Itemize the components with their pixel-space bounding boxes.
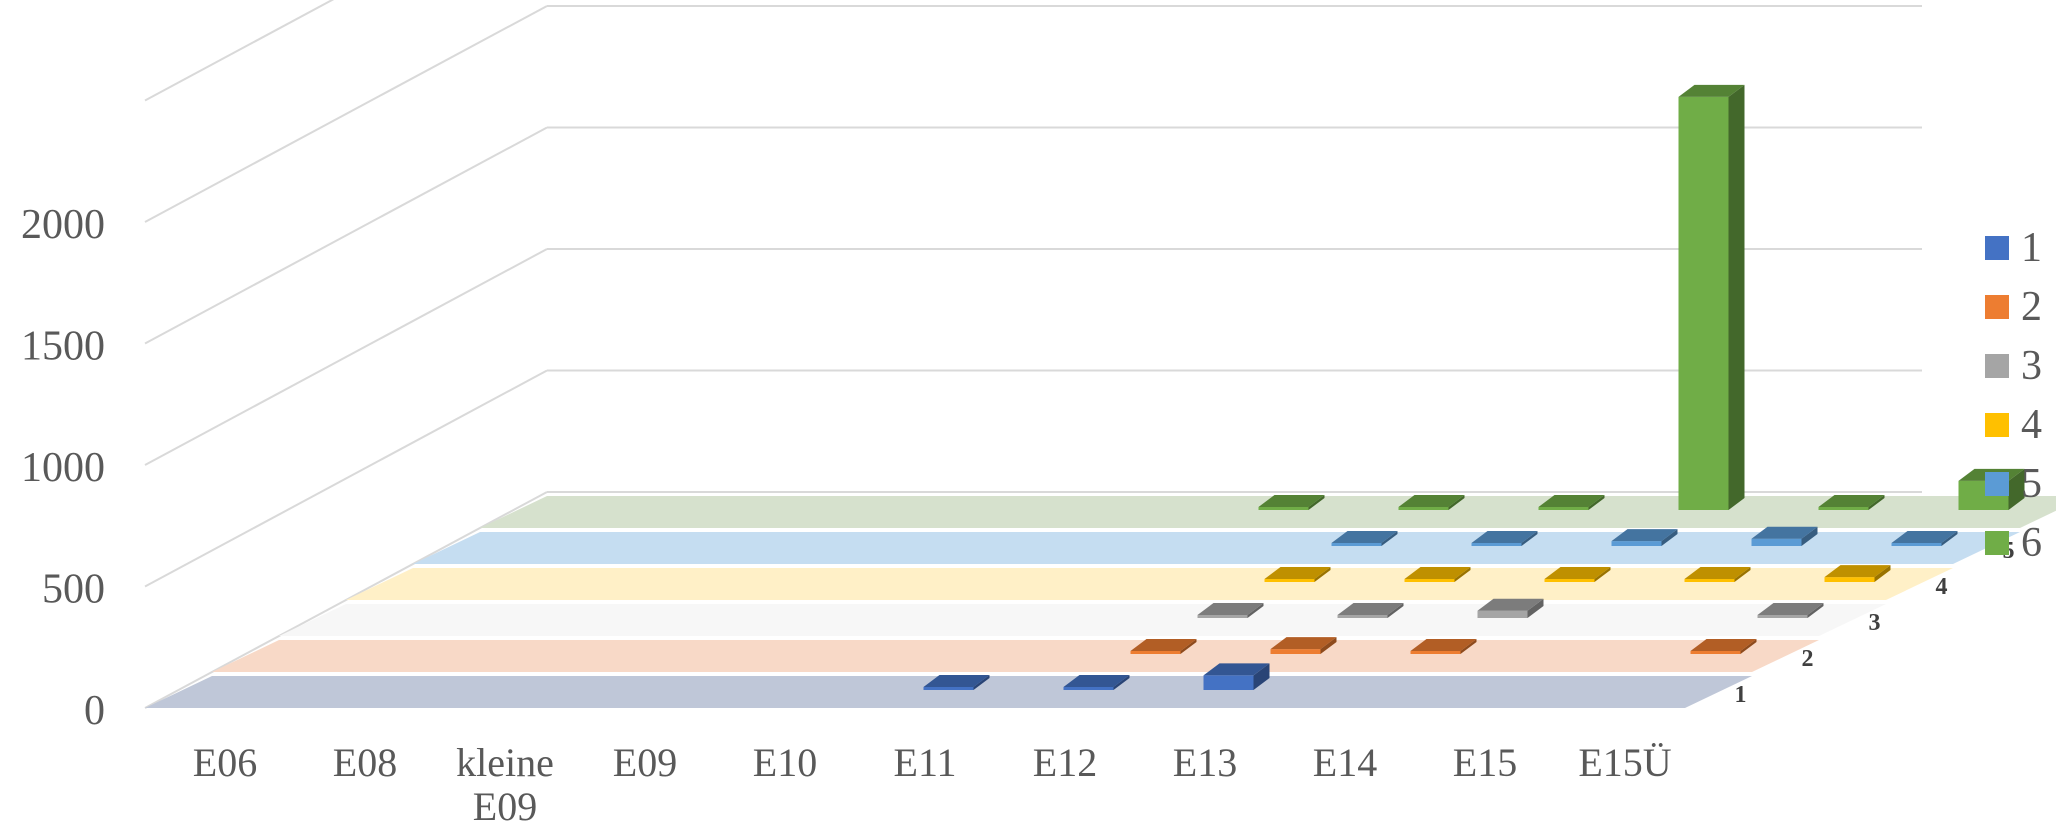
bar-series-2-E13 xyxy=(1270,637,1337,654)
x-tick-label: E14 xyxy=(1313,740,1377,785)
depth-label: 3 xyxy=(1869,610,1881,636)
bar-series-1-E12 xyxy=(1063,675,1130,690)
x-axis-tick-labels: E06 E08 kleine E09 E09 E10 E11 E12 E13 E14 E15 E15Ü xyxy=(193,740,1672,829)
x-tick-label: E10 xyxy=(753,740,817,785)
legend-item: 5 xyxy=(1985,454,2053,513)
legend-item: 2 xyxy=(1985,277,2053,336)
legend-swatch xyxy=(1985,530,2009,555)
legend-swatch xyxy=(1985,412,2009,437)
legend-item: 3 xyxy=(1985,336,2053,395)
legend-label: 1 xyxy=(2021,224,2042,271)
bar-series-4-E12 xyxy=(1264,567,1331,582)
x-tick-label: E13 xyxy=(1173,740,1237,785)
depth-axis-labels: 654321 xyxy=(1735,538,2015,708)
bar-series-6-E14 xyxy=(1678,84,1745,511)
bar-series-2-E15Ü xyxy=(1690,639,1757,654)
bar-series-6-E13 xyxy=(1538,495,1605,510)
legend-label: 4 xyxy=(2021,401,2042,448)
x-tick-label: E06 xyxy=(193,740,257,785)
legend-swatch xyxy=(1985,294,2009,319)
floor-strip-series-6 xyxy=(480,496,2056,528)
bar-series-5-E12 xyxy=(1331,531,1398,546)
bar-series-5-E15 xyxy=(1751,526,1818,546)
depth-label: 1 xyxy=(1735,682,1747,708)
bar-series-6-E11 xyxy=(1258,495,1325,510)
floor-strip-series-1 xyxy=(145,676,1752,708)
bar-series-4-E15Ü xyxy=(1824,565,1891,582)
gridline-side xyxy=(144,369,548,588)
gridline-side xyxy=(144,5,548,223)
bar-series-3-E14 xyxy=(1477,598,1544,618)
y-axis-tick-labels: 0 500 1000 1500 2000 xyxy=(21,202,105,734)
y-tick-label: 500 xyxy=(42,567,105,613)
y-tick-label: 1500 xyxy=(21,324,105,370)
y-tick-label: 1000 xyxy=(21,445,105,491)
bars xyxy=(923,84,2025,690)
gridline-side xyxy=(144,248,548,466)
x-tick-label: E15 xyxy=(1453,740,1517,785)
bar-series-4-E15 xyxy=(1684,567,1751,582)
legend-item: 6 xyxy=(1985,513,2053,572)
floor-strip-series-3 xyxy=(279,604,1886,636)
gridline-side xyxy=(144,0,335,102)
gridline-side xyxy=(144,126,548,345)
bar-series-2-E14 xyxy=(1410,639,1477,654)
legend: 1 2 3 4 5 6 xyxy=(1985,218,2053,572)
x-tick-label: kleine E09 xyxy=(456,740,554,829)
depth-label: 4 xyxy=(1936,574,1948,600)
x-tick-label: E12 xyxy=(1033,740,1097,785)
bar-series-3-E15Ü xyxy=(1757,603,1824,618)
legend-label: 6 xyxy=(2021,519,2042,566)
bar-series-4-E14 xyxy=(1544,567,1611,582)
bar-series-3-E12 xyxy=(1197,603,1264,618)
depth-label: 2 xyxy=(1802,646,1814,672)
bar-series-4-E13 xyxy=(1404,567,1471,582)
legend-label: 5 xyxy=(2021,460,2042,507)
legend-item: 4 xyxy=(1985,395,2053,454)
legend-label: 2 xyxy=(2021,283,2042,330)
floor-strip-series-2 xyxy=(212,640,1819,672)
legend-swatch xyxy=(1985,353,2009,378)
bar-series-2-E12 xyxy=(1130,639,1197,654)
legend-item: 1 xyxy=(1985,218,2053,277)
back-wall-gridlines xyxy=(144,0,1922,709)
bar-series-1-E13 xyxy=(1203,663,1270,690)
y-tick-label: 0 xyxy=(84,688,105,734)
x-tick-label: E08 xyxy=(333,740,397,785)
x-tick-label: E11 xyxy=(894,740,957,785)
bar-series-5-E14 xyxy=(1611,529,1678,546)
x-tick-label: E15Ü xyxy=(1578,740,1671,785)
bar-series-3-E13 xyxy=(1337,603,1404,618)
x-tick-label: E09 xyxy=(613,740,677,785)
bar-series-6-E15 xyxy=(1818,495,1885,510)
legend-swatch xyxy=(1985,235,2009,260)
bar-series-1-E11 xyxy=(923,675,990,690)
bar-series-5-E15Ü xyxy=(1891,531,1958,546)
legend-swatch xyxy=(1985,471,2009,496)
bar-series-5-E13 xyxy=(1471,531,1538,546)
y-tick-label: 2000 xyxy=(21,202,105,248)
bar-series-6-E12 xyxy=(1398,495,1465,510)
legend-label: 3 xyxy=(2021,342,2042,389)
